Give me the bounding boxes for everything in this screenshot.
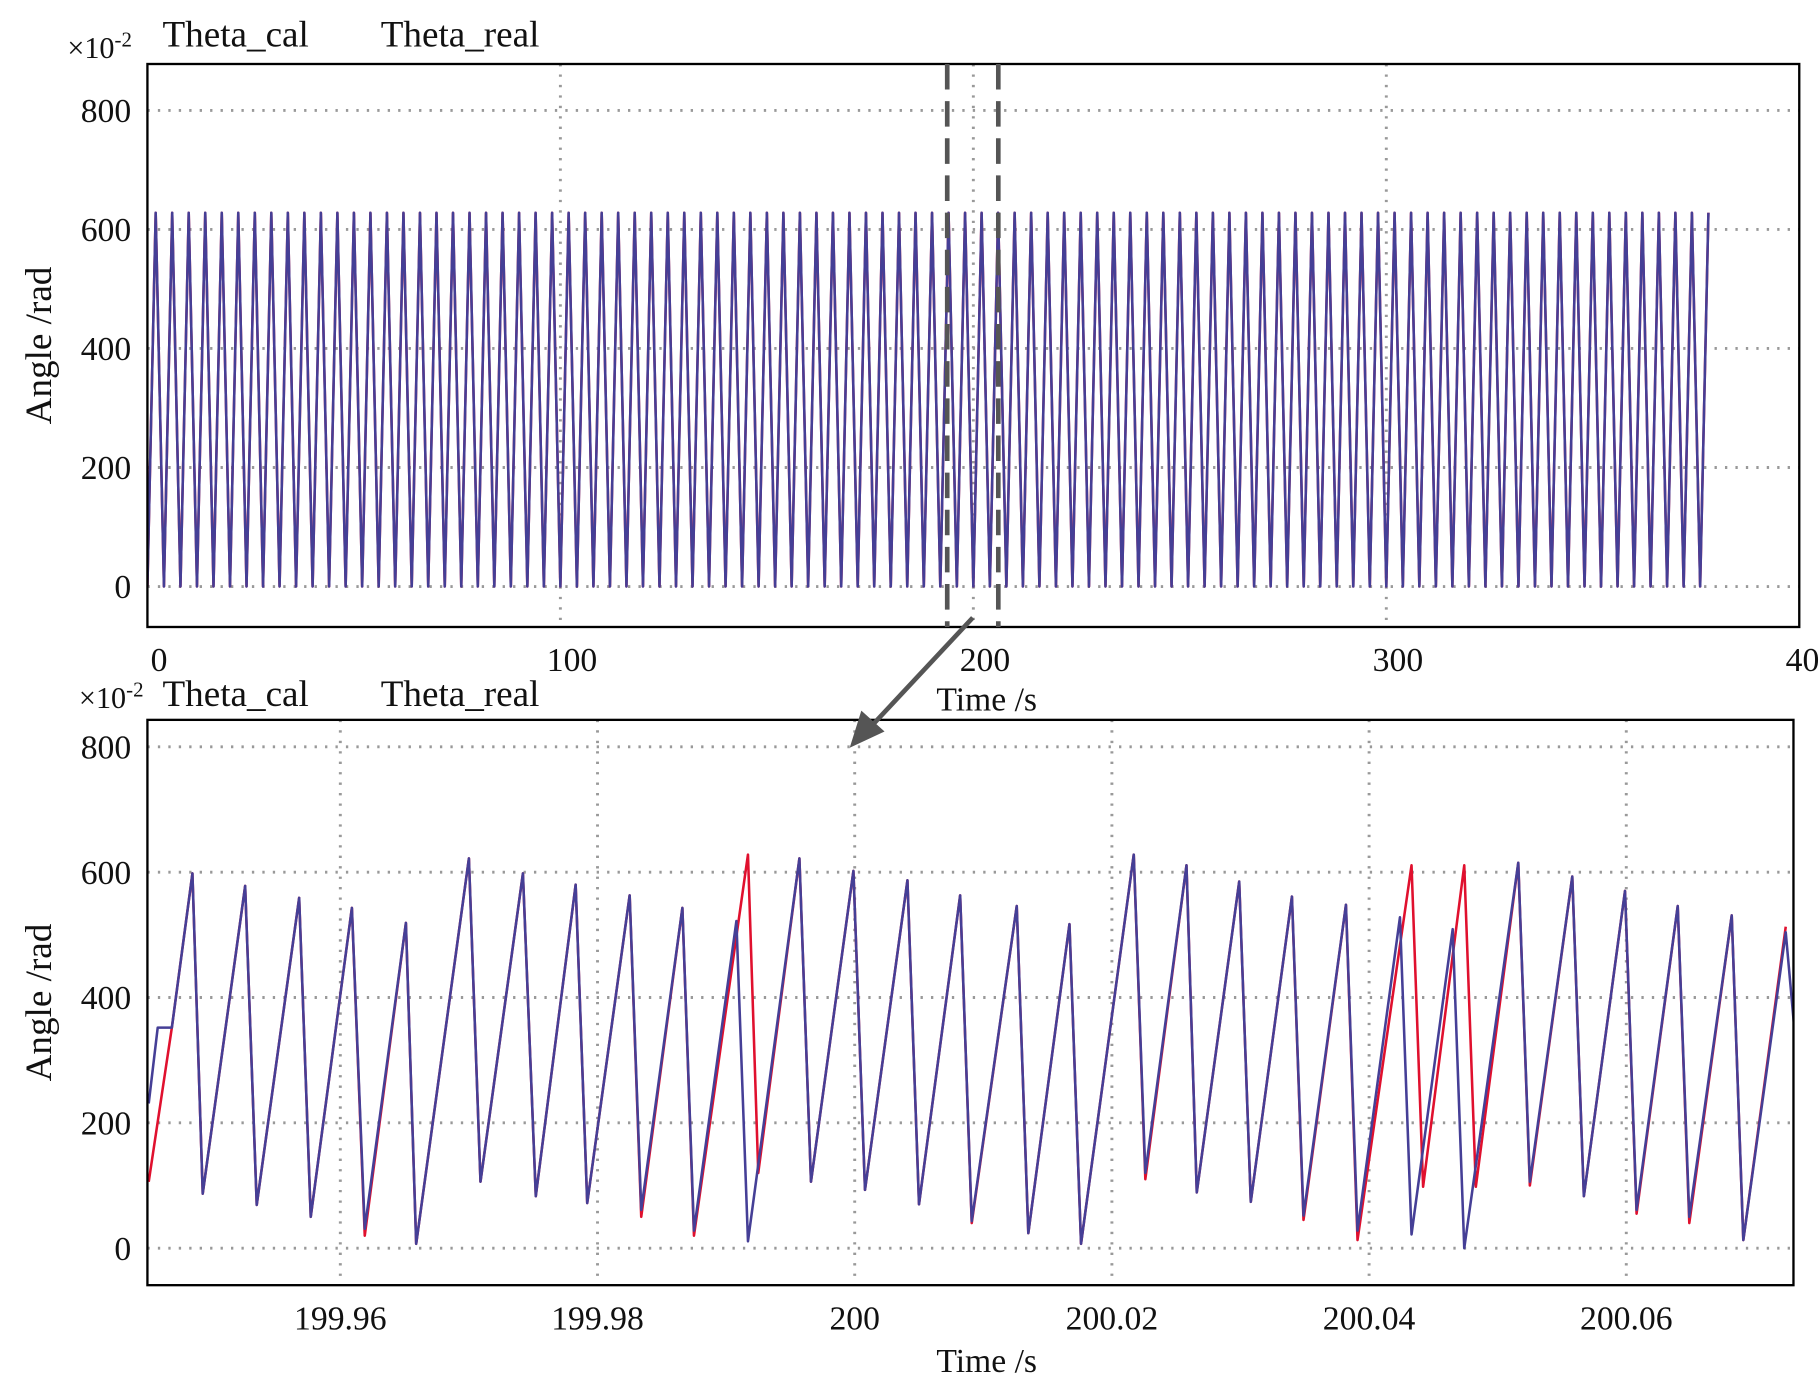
x-tick-label: 200.02 <box>1066 1300 1159 1337</box>
multiplier: ×10-2 <box>79 678 144 716</box>
y-tick-label: 0 <box>114 569 131 606</box>
x-tick-label: 199.98 <box>551 1300 644 1337</box>
multiplier-base: ×10 <box>79 681 126 715</box>
plot-frame <box>146 62 1801 629</box>
x-tick-label: 400 <box>1786 642 1819 679</box>
x-tick-label: 0 <box>151 642 168 679</box>
y-tick-label: 200 <box>81 1105 131 1142</box>
panel: 0 200 400 600 800 199.96 199.98 200 200.02 200.04… <box>19 674 1795 1380</box>
x-axis-title: Time /s <box>936 682 1037 719</box>
series-line <box>147 211 1710 588</box>
y-tick-label: 600 <box>81 212 131 249</box>
x-tick-label: 200.06 <box>1580 1300 1673 1337</box>
y-tick-label: 800 <box>81 93 131 130</box>
x-tick-label: 300 <box>1373 642 1423 679</box>
series-line <box>147 853 1794 1250</box>
legend-entry: Theta_cal <box>163 674 309 715</box>
x-tick-label: 200 <box>829 1300 879 1337</box>
y-tick-label: 400 <box>81 331 131 368</box>
plot-layers: 0 200 400 600 800 0 100 200 300 400 Theta_cal Theta… <box>19 15 1819 1381</box>
x-tick-label: 100 <box>547 642 597 679</box>
zoom-indicator <box>849 63 1001 748</box>
y-axis-title: Angle /rad <box>19 923 60 1081</box>
y-tick-label: 0 <box>114 1231 131 1268</box>
zoom-arrow <box>871 616 975 727</box>
legend-entry: Theta_real <box>381 674 540 715</box>
x-axis-title: Time /s <box>936 1343 1037 1380</box>
plot-frame <box>146 718 1795 1287</box>
y-tick-label: 800 <box>81 729 131 766</box>
legend-entry: Theta_cal <box>163 15 309 56</box>
multiplier: ×10-2 <box>67 28 132 66</box>
x-tick-label: 200.04 <box>1323 1300 1416 1337</box>
multiplier-base: ×10 <box>67 31 114 65</box>
panel: 0 200 400 600 800 0 100 200 300 400 Theta_cal Theta… <box>19 15 1819 719</box>
y-axis-title: Angle /rad <box>19 266 60 424</box>
y-tick-label: 400 <box>81 980 131 1017</box>
x-tick-label: 199.96 <box>294 1300 387 1337</box>
y-tick-label: 200 <box>81 450 131 487</box>
multiplier-exponent: -2 <box>126 678 143 702</box>
y-tick-label: 600 <box>81 855 131 892</box>
x-tick-label: 200 <box>960 642 1010 679</box>
legend-entry: Theta_real <box>381 15 540 56</box>
multiplier-exponent: -2 <box>115 28 132 52</box>
zoom-arrowhead <box>849 710 885 748</box>
